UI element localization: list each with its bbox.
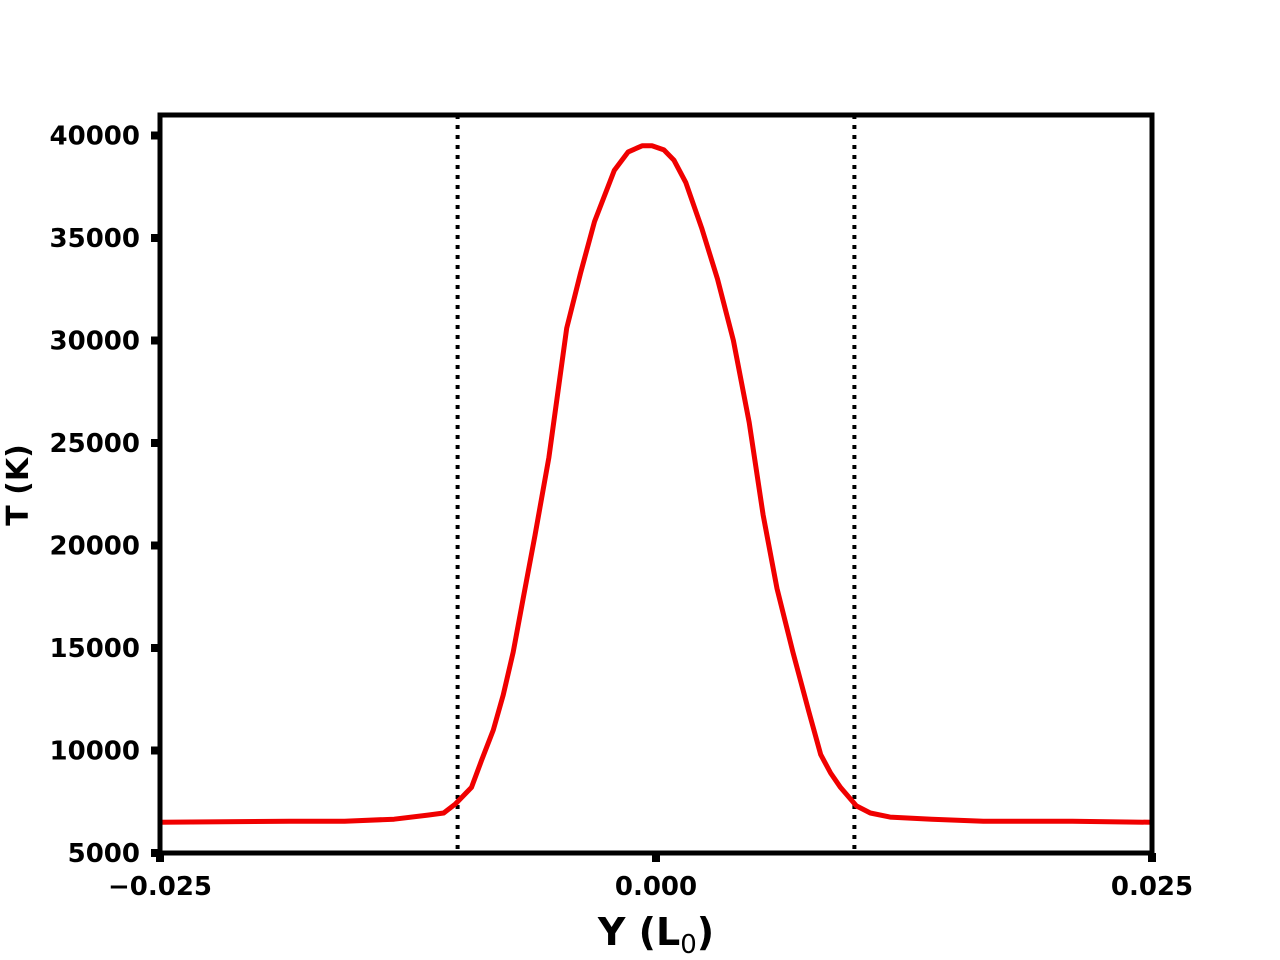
y-tick-label: 35000 — [50, 224, 140, 254]
y-tick-label: 10000 — [50, 737, 140, 767]
x-axis-label-subscript: 0 — [680, 930, 697, 960]
y-tick-label: 20000 — [50, 532, 140, 562]
plot-area — [157, 115, 1155, 853]
x-axis-label-suffix: ) — [697, 910, 714, 954]
y-tick-label: 5000 — [68, 839, 140, 869]
y-tick-label: 30000 — [50, 327, 140, 357]
x-tick-label: 0.025 — [1111, 872, 1193, 902]
y-tick-label: 15000 — [50, 634, 140, 664]
y-axis-label: T (K) — [1, 444, 36, 526]
x-tick-label: 0.000 — [615, 872, 697, 902]
x-axis-label: Y (L0) — [597, 910, 714, 960]
temperature-curve-1 — [157, 143, 1155, 825]
plot-frame — [157, 112, 1155, 856]
y-tick-label: 25000 — [50, 429, 140, 459]
x-axis-ticks: −0.025 0.000 0.025 — [108, 853, 1193, 902]
x-tick-label: −0.025 — [108, 872, 212, 902]
y-tick-label: 40000 — [50, 122, 140, 152]
x-axis-label-main: Y (L — [597, 910, 680, 954]
y-axis-ticks: 5000 10000 15000 20000 25000 30000 35000 40000 — [50, 122, 160, 869]
